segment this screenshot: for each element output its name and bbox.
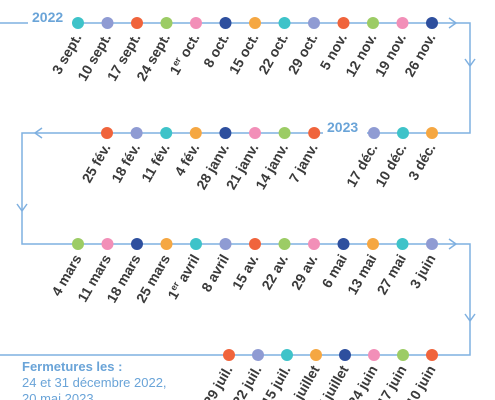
date-dot	[160, 127, 173, 139]
date-label: 17 juin	[374, 363, 410, 400]
date-dot	[219, 17, 232, 29]
note-title: Fermetures les :	[22, 359, 122, 374]
date-dot	[396, 238, 409, 250]
arrow-right	[448, 17, 458, 29]
date-label: 22 av.	[258, 252, 291, 293]
date-dot	[219, 238, 232, 250]
date-label: 6 mai	[318, 252, 350, 291]
date-dot	[72, 17, 84, 29]
date-dot	[249, 17, 261, 29]
date-dot	[337, 238, 350, 250]
date-dot	[160, 17, 173, 29]
date-label: 15 juil.	[258, 363, 294, 400]
date-label: 10 juin	[403, 363, 439, 400]
date-label: 24 juin	[345, 363, 381, 400]
arrow-down	[16, 203, 28, 213]
date-dot	[426, 238, 438, 250]
date-dot	[249, 238, 261, 250]
date-dot	[368, 127, 380, 139]
date-label: 29 av.	[288, 252, 321, 293]
timeline-path	[0, 22, 471, 356]
date-label: 8 avril	[198, 252, 232, 295]
date-dot	[278, 127, 291, 139]
date-dot	[101, 238, 114, 250]
date-label: 27 mai	[373, 252, 409, 298]
date-dot	[308, 238, 320, 250]
date-dot	[131, 238, 143, 250]
date-dot	[339, 349, 351, 361]
arrow-down	[464, 58, 476, 68]
date-label: 29 oct.	[285, 31, 321, 77]
date-dot	[367, 238, 379, 250]
date-dot	[310, 349, 322, 361]
date-dot	[101, 127, 113, 139]
date-label-part: avril	[172, 252, 202, 288]
date-label: 3 juin	[406, 252, 438, 292]
date-label: 18 fév.	[108, 141, 143, 186]
date-dot	[308, 127, 321, 139]
note-line: 20 mai 2023	[22, 391, 94, 400]
date-dot	[130, 127, 143, 139]
date-dot	[219, 127, 232, 139]
date-label: 3 déc.	[405, 141, 439, 183]
date-dot	[367, 17, 379, 29]
date-label: 8 juillet	[285, 362, 323, 400]
year-label: 2023	[327, 119, 358, 135]
date-label: 22 juil.	[229, 363, 265, 400]
arrow-left	[33, 127, 43, 139]
date-dot	[308, 17, 320, 29]
date-dot	[396, 17, 409, 29]
date-dot	[249, 127, 261, 139]
arrow-down	[464, 313, 476, 323]
date-dot	[223, 349, 235, 361]
arrows	[16, 17, 476, 323]
date-dot	[426, 127, 438, 139]
date-label-part: oct.	[174, 31, 202, 64]
date-dot	[189, 127, 202, 139]
date-label: 7 janv.	[286, 141, 321, 186]
date-dot	[426, 349, 438, 361]
date-dot	[190, 238, 202, 250]
date-dot	[337, 17, 350, 29]
date-dot	[397, 127, 409, 139]
date-dot	[368, 349, 380, 361]
year-label: 2022	[32, 9, 63, 25]
date-dot	[131, 17, 143, 29]
year-bg	[28, 8, 72, 26]
date-label: 29 juil.	[200, 363, 236, 400]
date-label: 11 fév.	[138, 141, 173, 185]
date-label-part: juillet	[318, 362, 352, 400]
year-bg	[323, 120, 367, 138]
date-dot	[190, 17, 202, 29]
date-dot	[281, 349, 293, 361]
date-dot	[278, 238, 291, 250]
date-dot	[397, 349, 409, 361]
date-dot	[252, 349, 264, 361]
date-label: 4 fév.	[171, 141, 202, 179]
date-label: 1er oct.	[166, 31, 202, 78]
date-dot	[101, 17, 114, 29]
date-dot	[426, 17, 438, 29]
date-label: 15 av.	[229, 252, 262, 293]
date-dot	[278, 17, 291, 29]
note-line: 24 et 31 décembre 2022,	[22, 375, 167, 390]
date-dot	[160, 238, 173, 250]
date-dot	[72, 238, 84, 250]
arrow-right	[448, 238, 458, 250]
